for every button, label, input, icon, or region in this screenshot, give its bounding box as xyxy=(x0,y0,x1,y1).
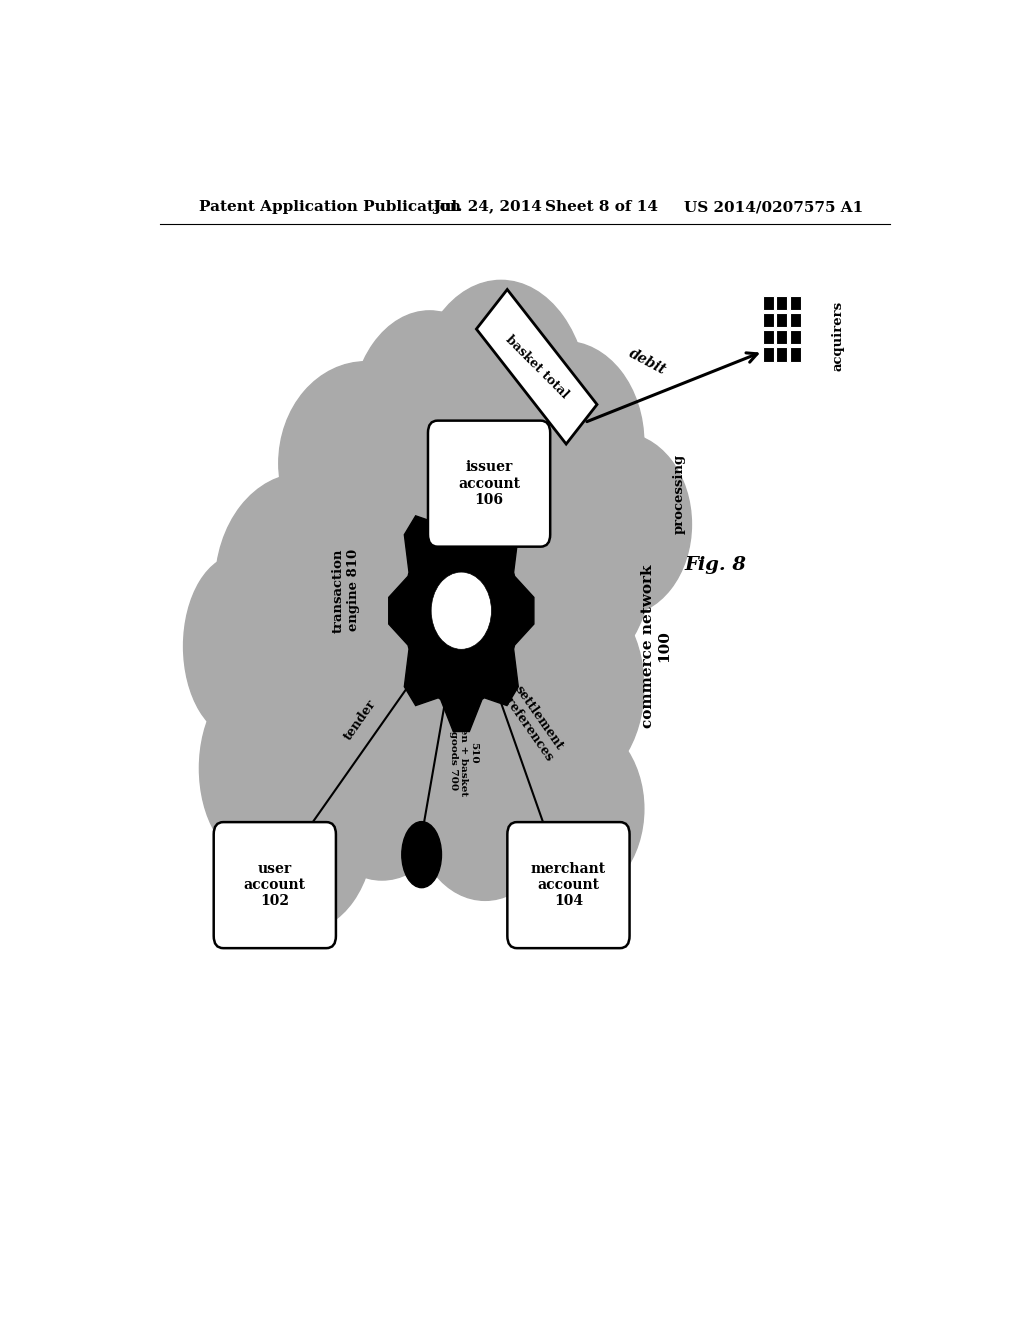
Bar xyxy=(763,347,774,362)
Ellipse shape xyxy=(501,585,644,788)
Ellipse shape xyxy=(401,821,441,887)
Text: transaction
engine 810: transaction engine 810 xyxy=(332,548,360,632)
FancyBboxPatch shape xyxy=(214,822,336,948)
Bar xyxy=(790,313,801,327)
Ellipse shape xyxy=(223,585,382,829)
Ellipse shape xyxy=(501,718,644,900)
Bar xyxy=(776,313,787,327)
Ellipse shape xyxy=(414,718,557,900)
Bar xyxy=(763,313,774,327)
Bar xyxy=(790,330,801,345)
Bar xyxy=(790,347,801,362)
Text: Patent Application Publication: Patent Application Publication xyxy=(200,201,462,214)
Text: user
account
102: user account 102 xyxy=(244,862,306,908)
Bar xyxy=(790,296,801,310)
Text: Fig. 8: Fig. 8 xyxy=(684,556,746,574)
Text: settlement
preferences: settlement preferences xyxy=(498,680,568,764)
Ellipse shape xyxy=(549,433,691,615)
Text: Sheet 8 of 14: Sheet 8 of 14 xyxy=(545,201,657,214)
Bar xyxy=(776,347,787,362)
Text: basket total: basket total xyxy=(503,333,570,401)
Text: processing: processing xyxy=(673,454,686,533)
Polygon shape xyxy=(476,289,597,444)
Bar xyxy=(763,296,774,310)
Ellipse shape xyxy=(310,697,454,880)
FancyBboxPatch shape xyxy=(428,421,550,546)
Ellipse shape xyxy=(183,554,295,738)
Ellipse shape xyxy=(485,342,644,545)
Circle shape xyxy=(431,572,492,649)
Text: commerce network
100: commerce network 100 xyxy=(641,565,671,729)
Ellipse shape xyxy=(494,453,652,677)
Text: debit: debit xyxy=(627,346,669,378)
Bar xyxy=(763,330,774,345)
Bar xyxy=(776,330,787,345)
Text: acquirers: acquirers xyxy=(831,301,845,371)
Text: issuer
account
106: issuer account 106 xyxy=(458,461,520,507)
Text: merchant
account
104: merchant account 104 xyxy=(530,862,606,908)
Text: tender: tender xyxy=(341,698,378,743)
Ellipse shape xyxy=(215,474,390,697)
Polygon shape xyxy=(389,490,534,731)
Ellipse shape xyxy=(263,412,596,799)
Ellipse shape xyxy=(350,312,509,535)
Bar xyxy=(776,296,787,310)
Text: US 2014/0207575 A1: US 2014/0207575 A1 xyxy=(684,201,863,214)
FancyBboxPatch shape xyxy=(507,822,630,948)
Text: 510
token + basket
of goods 700: 510 token + basket of goods 700 xyxy=(449,709,478,796)
Ellipse shape xyxy=(414,280,588,524)
Ellipse shape xyxy=(279,362,454,565)
Ellipse shape xyxy=(231,727,374,931)
Text: Jul. 24, 2014: Jul. 24, 2014 xyxy=(433,201,543,214)
Ellipse shape xyxy=(200,677,310,859)
